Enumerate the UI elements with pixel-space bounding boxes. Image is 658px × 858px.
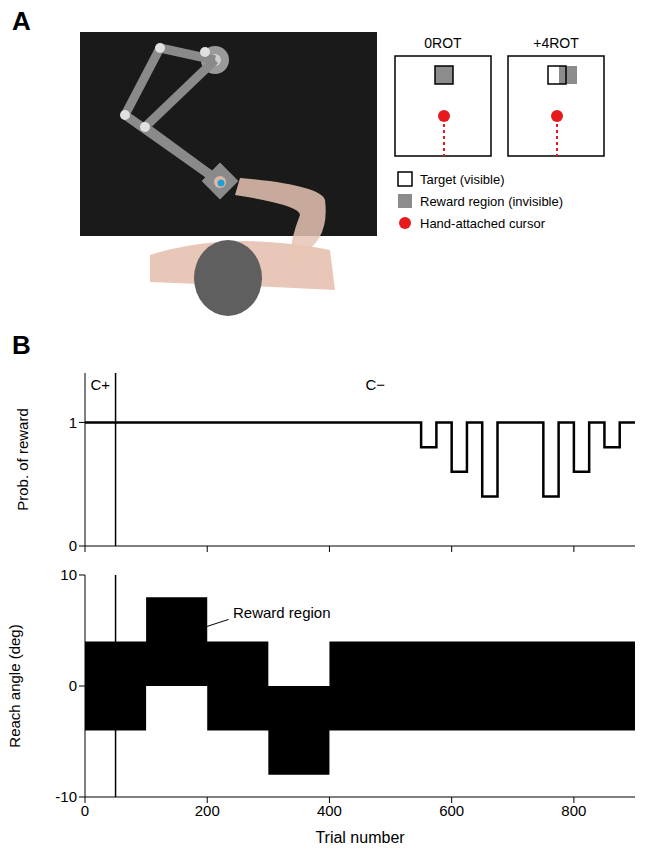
svg-text:Reach angle (deg): Reach angle (deg)	[6, 624, 23, 747]
svg-text:0ROT: 0ROT	[424, 35, 462, 51]
svg-text:600: 600	[439, 802, 464, 819]
svg-text:400: 400	[317, 802, 342, 819]
svg-text:A: A	[12, 6, 31, 36]
svg-text:Target (visible): Target (visible)	[420, 172, 505, 187]
svg-text:10: 10	[60, 566, 77, 583]
svg-text:Trial number: Trial number	[315, 829, 405, 846]
html-text:B: B	[12, 330, 31, 360]
svg-text:+4ROT: +4ROT	[533, 35, 579, 51]
svg-text:-10: -10	[55, 788, 77, 805]
svg-text:Prob. of reward: Prob. of reward	[14, 408, 31, 511]
svg-text:1: 1	[69, 414, 77, 431]
svg-text:Hand-attached cursor: Hand-attached cursor	[420, 216, 546, 231]
svg-text:Reward region: Reward region	[233, 604, 331, 621]
svg-text:0: 0	[81, 802, 89, 819]
svg-text:0: 0	[69, 677, 77, 694]
svg-text:C+: C+	[90, 376, 110, 393]
svg-text:200: 200	[195, 802, 220, 819]
svg-text:0: 0	[69, 537, 77, 554]
svg-text:Reward region (invisible): Reward region (invisible)	[420, 194, 563, 209]
svg-text:C−: C−	[365, 376, 385, 393]
svg-text:800: 800	[561, 802, 586, 819]
